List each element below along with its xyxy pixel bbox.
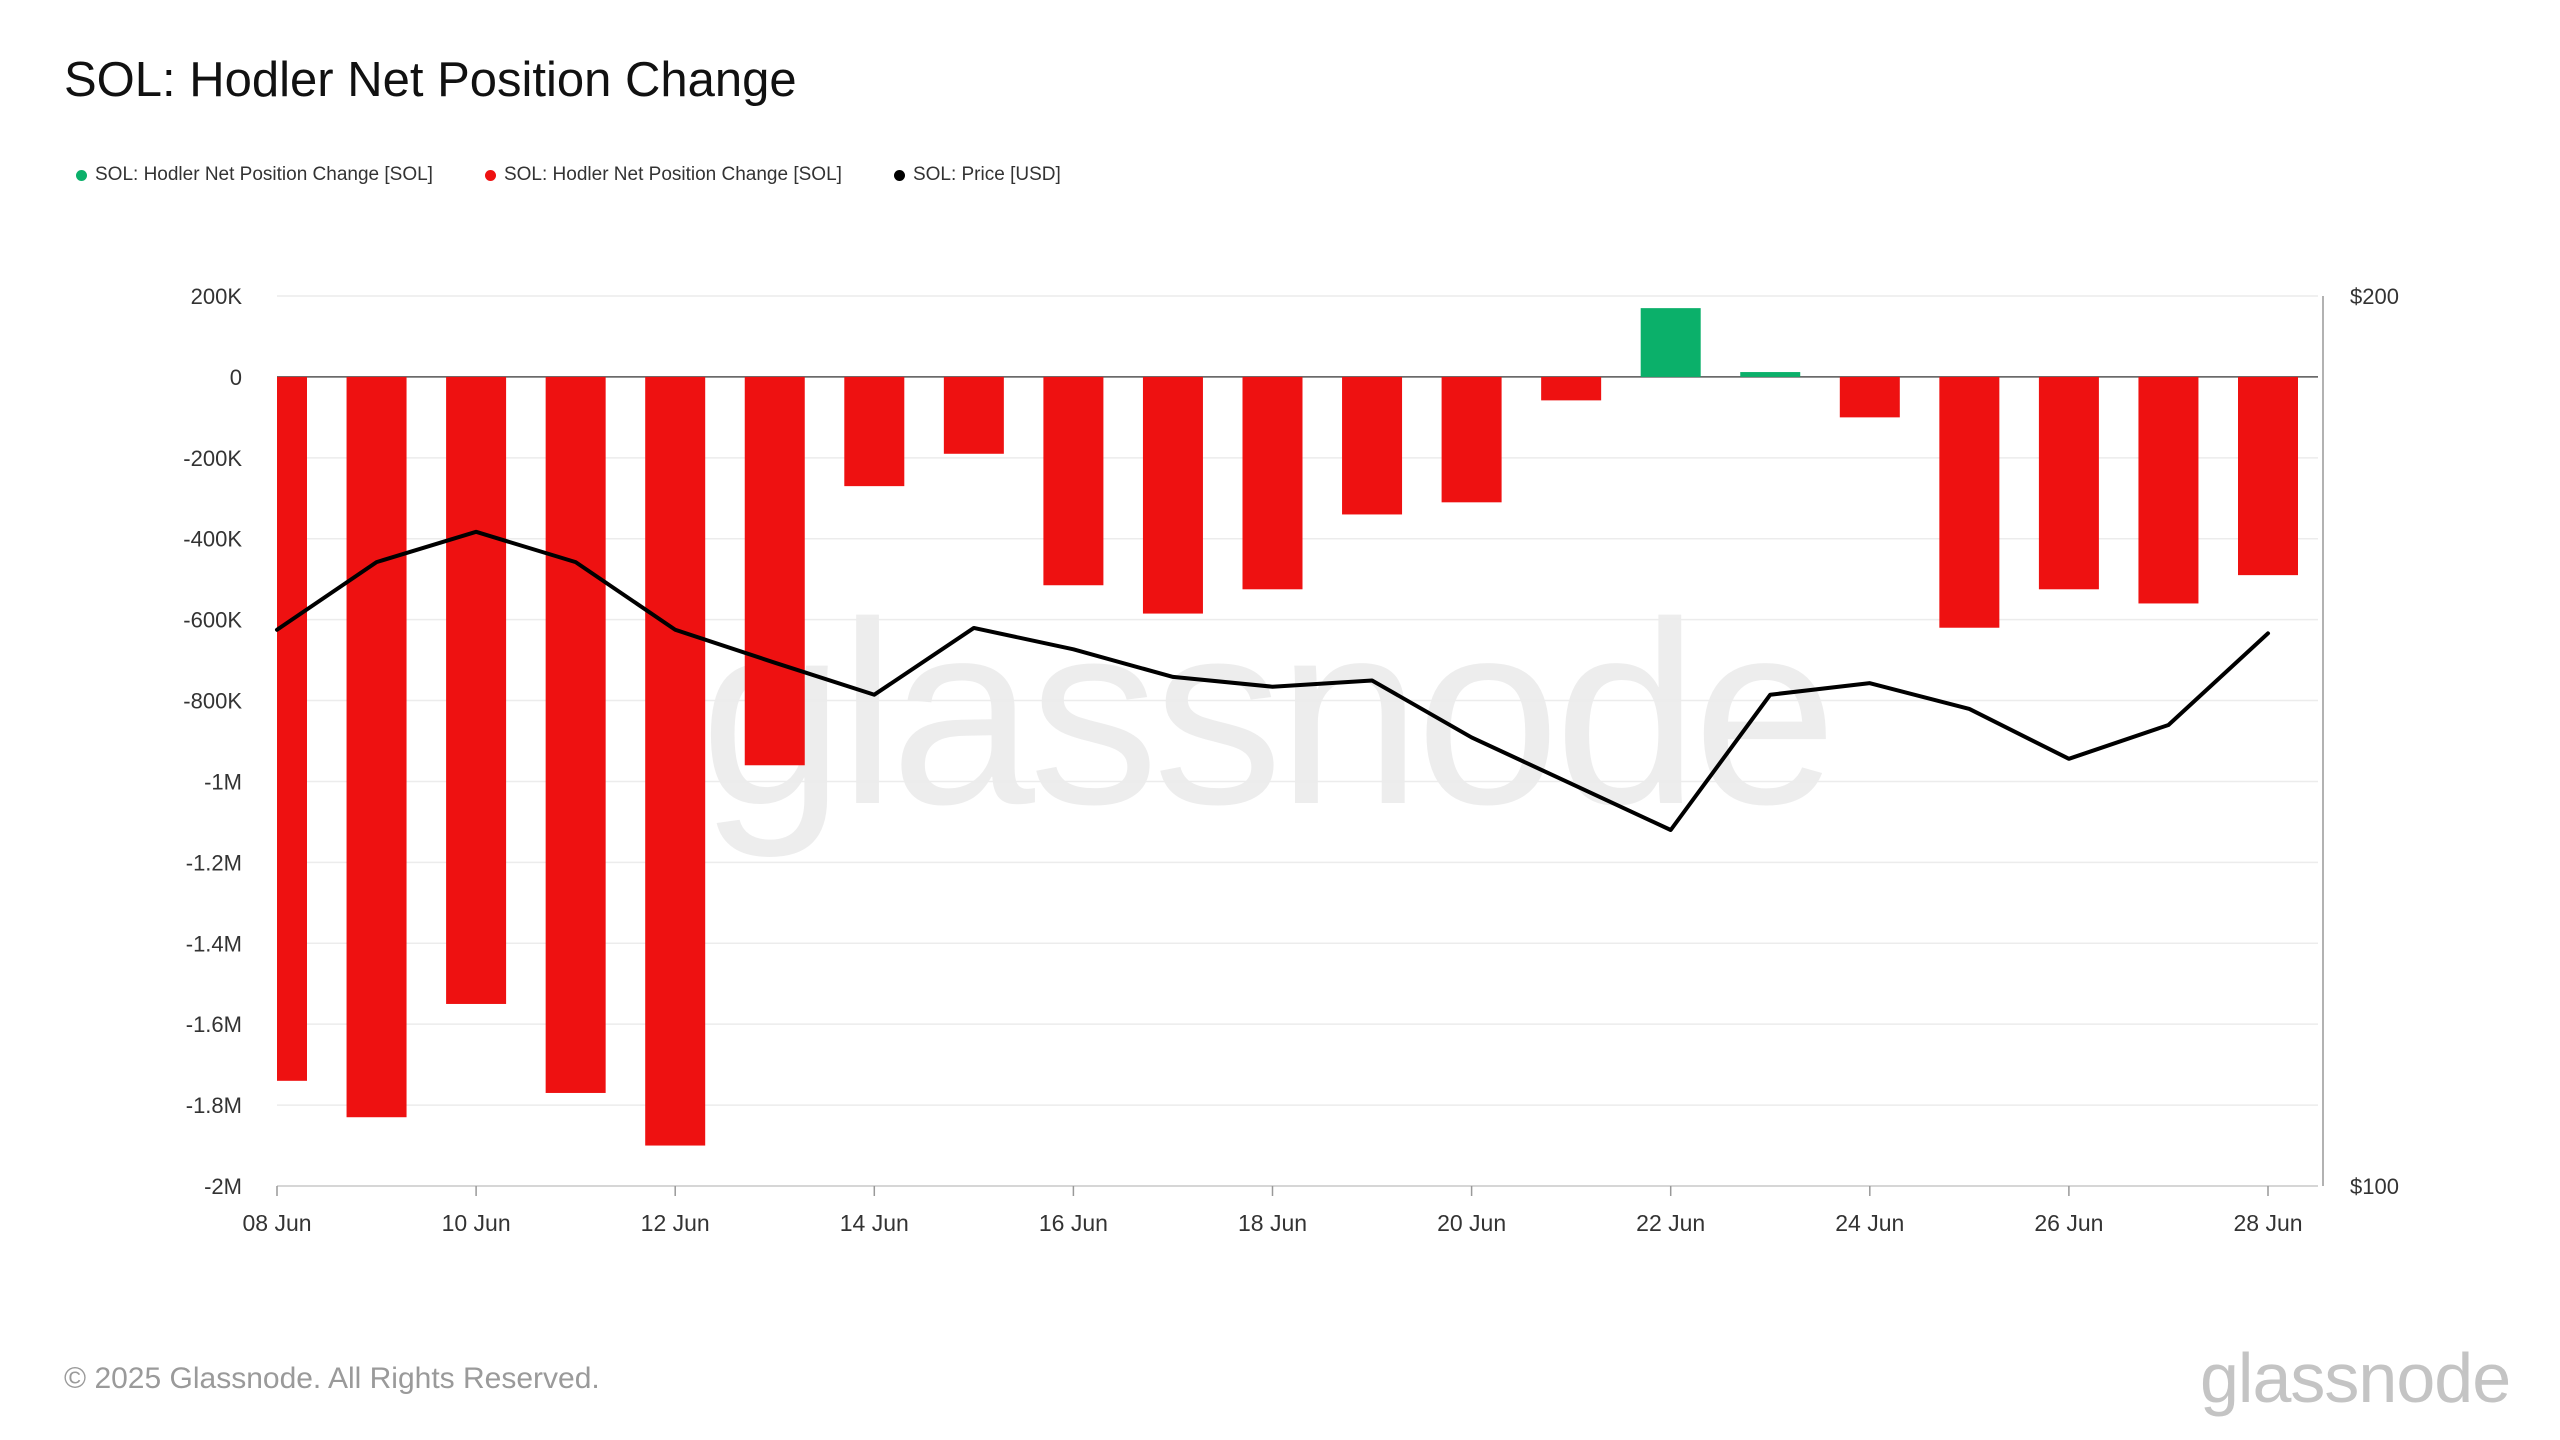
x-tick-label: 14 Jun [840,1210,909,1236]
bar-negative [2038,376,2099,590]
x-tick-label: 26 Jun [2034,1210,2103,1236]
y-left-tick-label: -2M [204,1174,242,1199]
bar-negative [1043,376,1104,586]
bar-negative [1342,376,1403,515]
legend-item-positive-change[interactable]: SOL: Hodler Net Position Change [SOL] [76,164,433,186]
legend-label-negative: SOL: Hodler Net Position Change [SOL] [503,164,842,185]
legend-item-price[interactable]: SOL: Price [USD] [893,164,1061,186]
y-left-tick-label: -600K [183,608,242,633]
x-tick-label: 16 Jun [1039,1210,1108,1236]
x-tick-label: 12 Jun [641,1210,710,1236]
y-left-tick-label: -1.6M [186,1012,242,1037]
bar-negative [1541,376,1602,401]
bar-negative [2238,376,2298,576]
bar-negative [346,376,407,1118]
x-tick-label: 24 Jun [1835,1210,1904,1236]
legend-label-positive: SOL: Hodler Net Position Change [SOL] [95,164,433,185]
y-left-tick-label: -800K [183,689,242,714]
glassnode-logo[interactable]: glassnode [2200,1339,2511,1417]
legend-label-price: SOL: Price [USD] [912,164,1061,185]
x-tick-label: 10 Jun [442,1210,511,1236]
x-tick-label: 22 Jun [1636,1210,1705,1236]
price-line [275,529,2270,832]
y-right-tick-label: $200 [2350,284,2399,309]
y-left-tick-label: -400K [183,527,242,552]
legend-dot-negative [484,169,496,181]
y-left-tick-label: -1.2M [186,850,242,875]
legend: SOL: Hodler Net Position Change [SOL] SO… [76,164,1113,186]
bar-negative [1939,376,2000,628]
legend-dot-price [893,169,905,181]
bar-negative [277,376,307,1081]
y-left-tick-label: -1.8M [186,1093,242,1118]
bar-negative [545,376,606,1093]
x-tick-label: 20 Jun [1437,1210,1506,1236]
bar-negative [1441,376,1502,503]
bar-negative [2138,376,2199,604]
bar-negative [844,376,905,487]
bar-negative [1839,376,1900,418]
bar-negative [1242,376,1303,590]
bar-positive [1740,372,1801,377]
x-tick-label: 08 Jun [242,1210,311,1236]
y-left-tick-label: -1M [204,769,242,794]
bar-negative [744,376,805,766]
bar-negative [943,376,1004,454]
legend-item-negative-change[interactable]: SOL: Hodler Net Position Change [SOL] [484,164,842,186]
y-left-tick-label: -200K [183,446,242,471]
legend-dot-positive [76,169,87,181]
y-left-tick-label: 0 [230,365,242,390]
y-right-tick-label: $100 [2350,1174,2399,1199]
copyright-text: © 2025 Glassnode. All Rights Reserved. [64,1362,600,1395]
bar-negative [1142,376,1203,614]
bar-negative [446,376,507,1004]
chart-title: SOL: Hodler Net Position Change [64,53,797,107]
y-left-tick-label: 200K [191,284,243,309]
bar-negative [645,376,706,1146]
x-tick-label: 18 Jun [1238,1210,1307,1236]
x-tick-label: 28 Jun [2233,1210,2302,1236]
y-left-tick-label: -1.4M [186,931,242,956]
bar-positive [1640,308,1701,377]
